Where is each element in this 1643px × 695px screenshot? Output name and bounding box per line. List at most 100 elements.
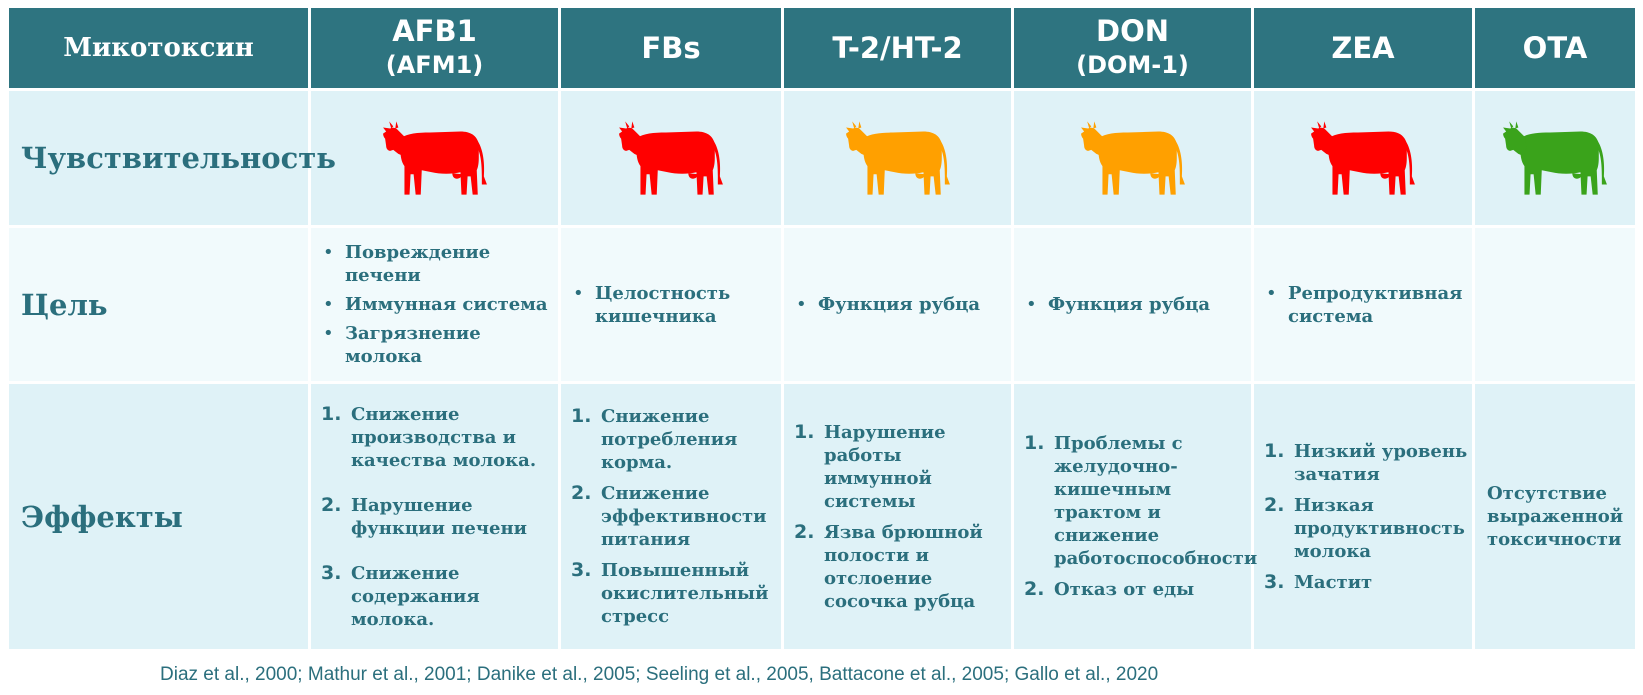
item-text: Мастит (1294, 571, 1373, 593)
item-text: Отказ от еды (1054, 579, 1195, 600)
item-text: Проблемы с желудочно-кишечным трактом и … (1054, 433, 1258, 569)
effects-cell: 1. Низкий уровень зачатия 2. Низкая продук… (1254, 384, 1472, 649)
list-item: 3. Снижение содержания молока. (321, 562, 554, 631)
item-number: 3. (571, 559, 592, 581)
toxin-sub: (AFM1) (385, 51, 484, 79)
target-cell: Функция рубца (1014, 228, 1251, 381)
item-number: 2. (794, 520, 815, 543)
list-item: Иммунная система (321, 293, 552, 316)
list-item: 2. Нарушение функции печени (321, 494, 554, 540)
toxin-name: AFB1 (392, 14, 477, 48)
item-text: Снижение эффективности питания (601, 483, 767, 550)
target-cell-empty (1475, 228, 1635, 381)
effects-cell: 1. Проблемы с желудочно-кишечным трактом … (1014, 384, 1257, 649)
toxin-name: DON (1096, 14, 1169, 48)
target-list: Повреждение печени Иммунная система Загр… (311, 241, 558, 368)
target-cell: Репродуктивная система (1254, 228, 1472, 381)
list-item: Загрязнение молока (321, 322, 552, 368)
item-text: Нарушение работы иммунной системы (824, 421, 946, 512)
item-number: 3. (321, 561, 342, 584)
toxin-name: FBs (641, 31, 701, 65)
cow-icon (1311, 121, 1415, 195)
target-list: Функция рубца (1014, 293, 1251, 316)
sensitivity-cell (311, 91, 558, 225)
list-item: 1. Снижение производства и качества молок… (321, 403, 554, 472)
item-text: Низкий уровень зачатия (1294, 440, 1468, 485)
row-label-effects: Эффекты (9, 384, 308, 649)
header-ota: OTA (1475, 8, 1635, 88)
list-item: 1. Низкий уровень зачатия (1264, 440, 1468, 486)
effects-list: 1. Снижение потребления корма. 2. Снижение… (561, 405, 781, 628)
cow-icon (1080, 121, 1185, 195)
item-number: 2. (1264, 493, 1285, 516)
toxin-name: T-2/HT-2 (832, 31, 963, 65)
item-number: 1. (794, 420, 815, 443)
effects-row: Эффекты 1. Снижение производства и качест… (9, 384, 1635, 649)
target-cell: Функция рубца (784, 228, 1011, 381)
item-text: Низкая продуктивность молока (1294, 494, 1465, 562)
effects-list: 1. Проблемы с желудочно-кишечным трактом … (1014, 432, 1257, 601)
sensitivity-cell (1014, 91, 1251, 225)
effects-cell: 1. Снижение производства и качества молок… (311, 384, 558, 649)
target-cell: Целостность кишечника (561, 228, 781, 381)
target-list: Репродуктивная система (1254, 282, 1472, 328)
item-text: Снижение производства и качества молока. (351, 403, 537, 471)
target-row: Цель Повреждение печени Иммунная система… (9, 228, 1635, 381)
list-item: 1. Проблемы с желудочно-кишечным трактом … (1024, 432, 1257, 570)
target-list: Функция рубца (784, 293, 1011, 316)
item-number: 2. (1024, 578, 1045, 600)
effects-list: 1. Снижение производства и качества молок… (311, 403, 558, 631)
list-item: 1. Снижение потребления корма. (571, 405, 777, 474)
list-item: Целостность кишечника (571, 282, 775, 328)
sensitivity-cell (1475, 91, 1635, 225)
toxin-name: ZEA (1331, 31, 1395, 65)
item-number: 3. (1264, 570, 1285, 593)
list-item: Функция рубца (1024, 293, 1245, 316)
item-number: 1. (1264, 439, 1285, 462)
list-item: 3. Мастит (1264, 571, 1468, 594)
sensitivity-cell (561, 91, 781, 225)
ota-effect-text: Отсутствие выраженной токсичности (1487, 483, 1624, 550)
target-cell: Повреждение печени Иммунная система Загр… (311, 228, 558, 381)
item-number: 2. (571, 482, 592, 504)
effects-cell: 1. Снижение потребления корма. 2. Снижение… (561, 384, 781, 649)
row-label-sensitivity: Чувствительность (9, 91, 336, 225)
effects-cell: Отсутствие выраженной токсичности (1475, 384, 1635, 649)
sensitivity-cell (1254, 91, 1472, 225)
sensitivity-cell (784, 91, 1011, 225)
list-item: 2. Язва брюшной полости и отслоение сосоч… (794, 521, 1007, 613)
toxin-name: OTA (1522, 31, 1588, 65)
effects-list: 1. Нарушение работы иммунной системы 2. Яз… (784, 421, 1011, 613)
list-item: Повреждение печени (321, 241, 552, 287)
list-item: Функция рубца (794, 293, 1005, 316)
header-mycotoxin: Микотоксин (9, 8, 308, 88)
header-zea: ZEA (1254, 8, 1472, 88)
cow-icon (382, 121, 487, 195)
cow-icon (619, 121, 723, 195)
effects-list: 1. Низкий уровень зачатия 2. Низкая продук… (1254, 440, 1472, 594)
item-number: 1. (1024, 432, 1045, 454)
effects-cell: 1. Нарушение работы иммунной системы 2. Яз… (784, 384, 1011, 649)
item-number: 2. (321, 493, 342, 516)
row-label-target: Цель (9, 228, 308, 381)
target-list: Целостность кишечника (561, 282, 781, 328)
sensitivity-row: Чувствительность (9, 91, 1635, 225)
item-text: Нарушение функции печени (351, 494, 527, 539)
list-item: Репродуктивная система (1264, 282, 1466, 328)
cow-icon (845, 121, 950, 195)
list-item: 2. Низкая продуктивность молока (1264, 494, 1468, 563)
item-number: 1. (321, 402, 342, 425)
header-fbs: FBs (561, 8, 781, 88)
toxin-sub: (DOM-1) (1076, 51, 1189, 79)
citation: Diaz et al., 2000; Mathur et al., 2001; … (160, 664, 1159, 685)
cow-icon (1503, 121, 1607, 195)
item-text: Снижение потребления корма. (601, 406, 738, 473)
header-afb1: AFB1 (AFM1) (311, 8, 558, 88)
item-text: Язва брюшной полости и отслоение сосочка… (824, 521, 983, 612)
list-item: 3. Повышенный окислительный стресс (571, 559, 777, 628)
header-row: Микотоксин AFB1 (AFM1) FBs T-2/HT-2 DON … (9, 8, 1635, 88)
mycotoxin-table: Микотоксин AFB1 (AFM1) FBs T-2/HT-2 DON … (6, 5, 1638, 652)
list-item: 1. Нарушение работы иммунной системы (794, 421, 1007, 513)
list-item: 2. Снижение эффективности питания (571, 482, 777, 551)
item-text: Повышенный окислительный стресс (601, 560, 769, 627)
